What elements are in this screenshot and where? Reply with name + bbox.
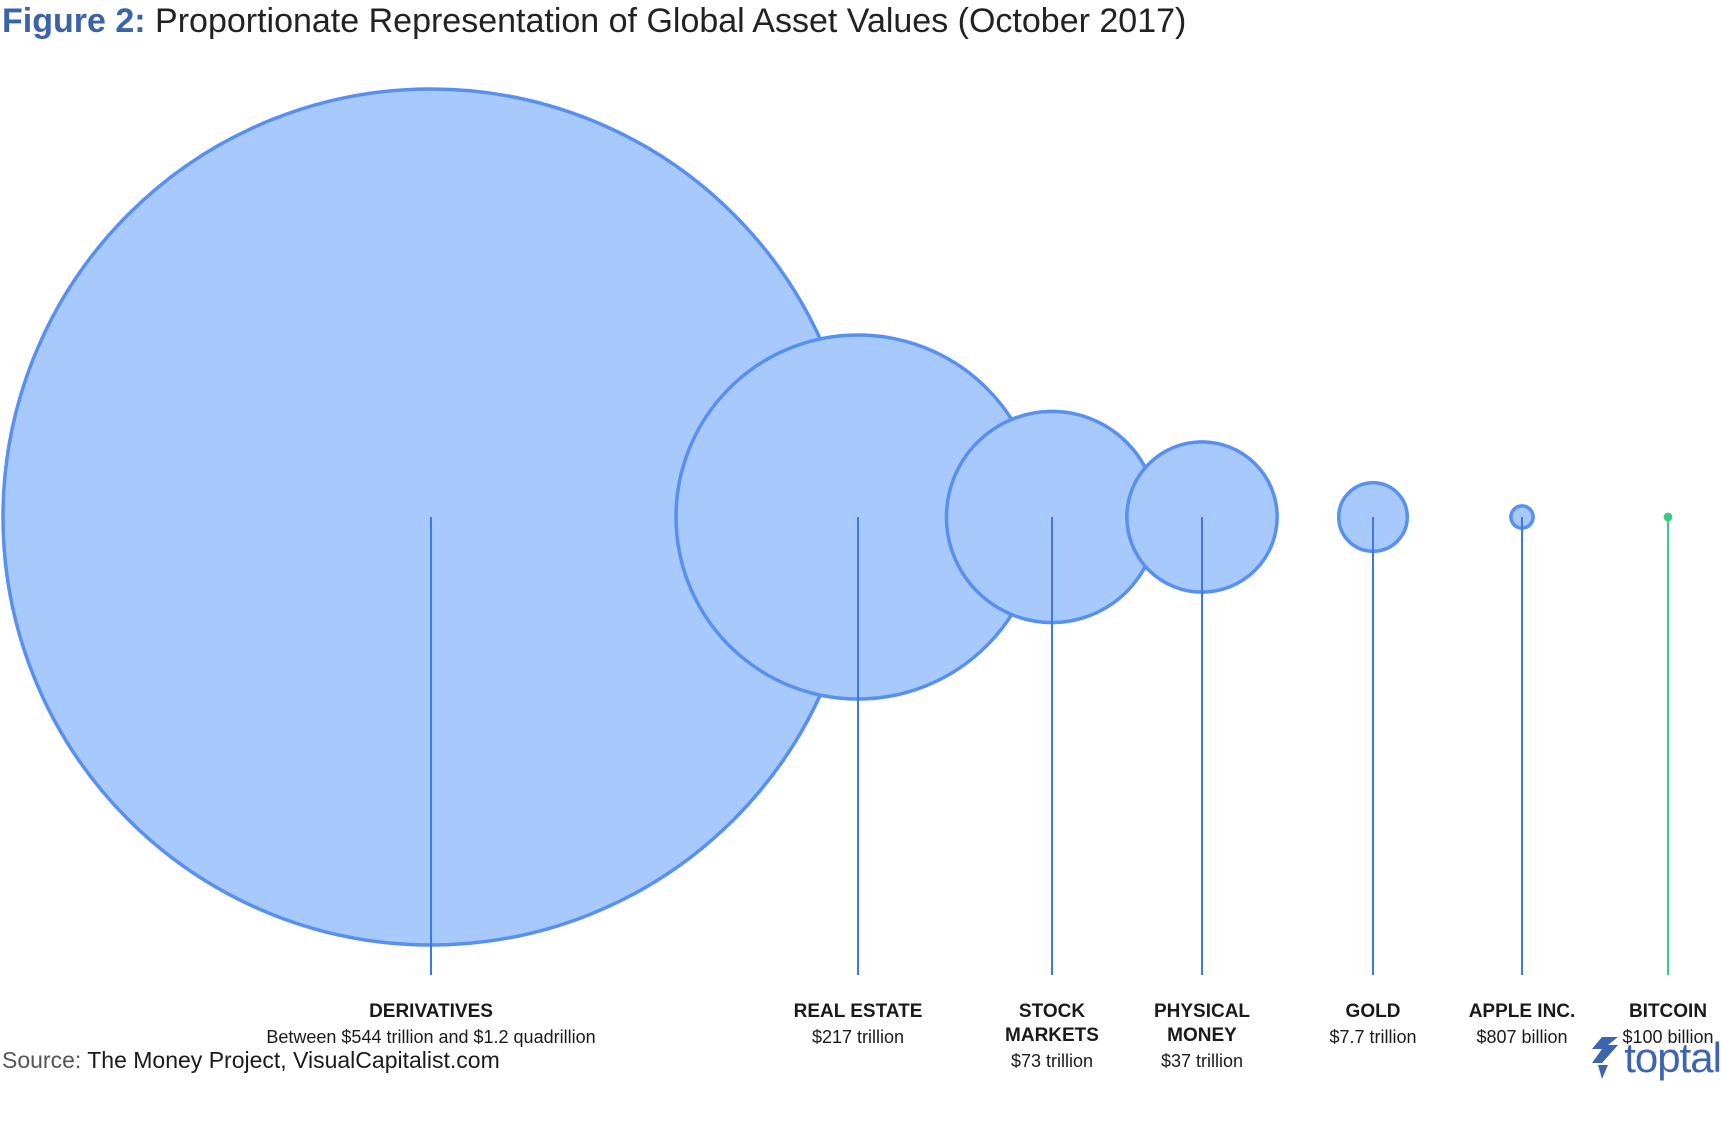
value-label-bitcoin: $100 billion (1622, 1027, 1713, 1047)
category-label-physical-money: PHYSICAL (1154, 1001, 1250, 1022)
figure-title-label: Figure 2: (2, 2, 146, 40)
category-label-apple-inc: APPLE INC. (1469, 1001, 1576, 1022)
source-text: The Money Project, VisualCapitalist.com (87, 1047, 500, 1073)
value-label-apple-inc: $807 billion (1476, 1027, 1567, 1047)
value-label-derivatives: Between $544 trillion and $1.2 quadrilli… (266, 1027, 595, 1047)
value-label-real-estate: $217 trillion (812, 1027, 904, 1047)
category-label-stock-markets: MARKETS (1005, 1025, 1099, 1046)
category-label-physical-money: MONEY (1167, 1025, 1237, 1046)
source-label: Source: (2, 1047, 82, 1073)
category-label-bitcoin: BITCOIN (1629, 1001, 1707, 1022)
category-label-stock-markets: STOCK (1019, 1001, 1085, 1022)
category-label-gold: GOLD (1346, 1001, 1401, 1022)
toptal-wordmark: toptal (1624, 1034, 1721, 1081)
toptal-logo: toptal (1588, 1034, 1721, 1082)
category-label-real-estate: REAL ESTATE (794, 1001, 923, 1022)
figure-title: Figure 2: Proportionate Representation o… (2, 2, 1186, 41)
toptal-logo-icon (1592, 1037, 1619, 1079)
source-line: Source: The Money Project, VisualCapital… (2, 1047, 500, 1074)
value-label-stock-markets: $73 trillion (1011, 1051, 1093, 1071)
category-label-derivatives: DERIVATIVES (369, 1001, 493, 1022)
value-label-physical-money: $37 trillion (1161, 1051, 1243, 1071)
value-label-gold: $7.7 trillion (1329, 1027, 1416, 1047)
figure-title-text: Proportionate Representation of Global A… (155, 2, 1187, 40)
